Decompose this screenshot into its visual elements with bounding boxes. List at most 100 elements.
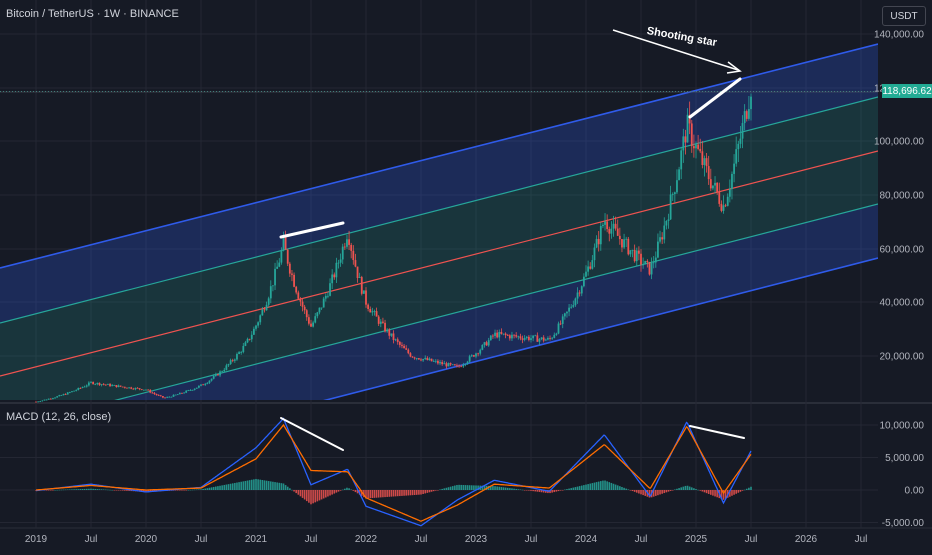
candle-body — [246, 338, 249, 343]
macd-histogram-bar — [714, 490, 716, 497]
macd-histogram-bar — [96, 489, 99, 490]
candle-body — [365, 290, 367, 305]
macd-histogram-bar — [206, 488, 209, 490]
macd-histogram-bar — [350, 489, 352, 491]
macd-histogram-bar — [75, 489, 77, 490]
candle-body — [195, 387, 198, 389]
candle-body — [593, 247, 596, 261]
macd-histogram-bar — [109, 489, 111, 491]
macd-histogram-bar — [145, 490, 147, 492]
macd-histogram-bar — [564, 489, 566, 491]
candle-body — [726, 196, 729, 206]
macd-histogram-bar — [394, 490, 397, 497]
candle-body — [445, 363, 448, 367]
macd-histogram-bar — [741, 490, 744, 491]
candle-body — [728, 188, 731, 197]
candle-body — [126, 387, 128, 389]
candle-body — [407, 349, 410, 354]
candle-body — [686, 114, 689, 143]
candle-body — [274, 268, 276, 286]
macd-histogram-bar — [745, 488, 748, 490]
candle-body — [437, 360, 439, 364]
macd-histogram-bar — [212, 486, 215, 490]
macd-histogram-bar — [578, 486, 581, 490]
macd-histogram-bar — [621, 487, 623, 490]
macd-histogram-bar — [430, 490, 433, 492]
macd-histogram-bar — [557, 490, 560, 492]
candle-body — [117, 385, 120, 388]
macd-histogram-bar — [451, 486, 454, 490]
candle-body — [472, 355, 475, 357]
candle-body — [401, 344, 403, 346]
candle-body — [608, 229, 611, 234]
macd-histogram-bar — [88, 488, 90, 490]
macd-histogram-bar — [610, 482, 613, 490]
candle-body — [284, 236, 287, 250]
macd-histogram-bar — [121, 490, 124, 491]
macd-histogram-bar — [420, 490, 422, 495]
macd-histogram-bar — [308, 490, 310, 503]
candle-body — [301, 301, 304, 307]
symbol-title[interactable]: Bitcoin / TetherUS · 1W · BINANCE — [6, 8, 179, 20]
channel-bands — [0, 43, 878, 400]
macd-histogram-bar — [329, 490, 331, 496]
candle-body — [339, 259, 342, 263]
candle-body — [504, 333, 507, 336]
macd-histogram-bar — [382, 490, 384, 498]
candle-body — [741, 123, 744, 139]
macd-histogram-bar — [460, 484, 462, 490]
candle-body — [56, 396, 59, 398]
candle-body — [263, 309, 266, 311]
macd-histogram-bar — [678, 488, 680, 490]
candle-body — [193, 388, 196, 390]
candle-body — [494, 332, 496, 336]
candle-body — [424, 357, 427, 359]
candle-body — [151, 392, 154, 394]
candle-body — [329, 283, 331, 296]
currency-selector[interactable]: USDT — [882, 6, 926, 26]
macd-histogram-bar — [390, 490, 393, 497]
candle-body — [107, 383, 109, 385]
macd-histogram-bar — [270, 481, 272, 490]
macd-title[interactable]: MACD (12, 26, close) — [6, 411, 112, 423]
candle-body — [650, 262, 653, 275]
macd-histogram-bar — [686, 485, 689, 490]
signal-line — [35, 423, 752, 522]
candle-body — [426, 357, 429, 361]
candle-body — [745, 111, 748, 119]
candle-body — [60, 395, 63, 396]
macd-histogram-bar — [62, 489, 65, 491]
macd-histogram-bar — [191, 489, 194, 491]
candle-body — [238, 352, 240, 354]
y-tick-label: 40,000.00 — [880, 298, 925, 309]
macd-histogram-bar — [81, 489, 84, 490]
candle-body — [709, 179, 712, 189]
candle-body — [293, 274, 295, 287]
candle-body — [386, 329, 389, 332]
macd-histogram-bar — [574, 487, 577, 490]
macd-histogram-bar — [85, 488, 88, 490]
candle-body — [373, 311, 376, 312]
candle-body — [233, 359, 236, 361]
divergence-line-2025-price — [688, 77, 742, 119]
macd-histogram-bar — [282, 483, 285, 490]
candle-body — [390, 333, 393, 336]
candle-body — [712, 185, 714, 189]
candle-body — [720, 203, 723, 211]
candle-body — [462, 364, 465, 367]
candle-body — [614, 223, 617, 229]
candle-body — [280, 250, 283, 263]
candle-body — [479, 349, 482, 354]
candle-body — [66, 392, 69, 395]
macd-histogram-bar — [286, 486, 289, 490]
macd-histogram-bar — [695, 489, 697, 490]
candle-body — [635, 250, 638, 262]
candle-body — [439, 362, 441, 364]
macd-histogram-bar — [105, 489, 107, 491]
candle-body — [549, 337, 551, 339]
y-tick-label: 80,000.00 — [880, 191, 925, 202]
x-tick-label: 2026 — [795, 534, 818, 545]
macd-histogram-bar — [435, 490, 437, 491]
